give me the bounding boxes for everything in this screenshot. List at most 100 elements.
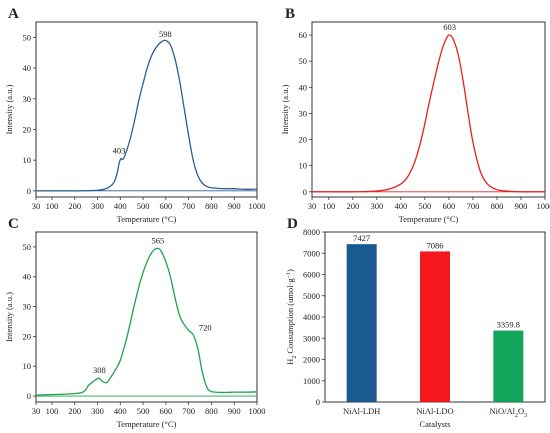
panel-c-data-point <box>153 250 154 251</box>
panel-c-y-axis-title: Intensity (a.u.) <box>4 292 14 342</box>
panel-d-category-label: NiAl-LDH <box>343 406 380 416</box>
panel-b-x-axis-title: Temperature (°C) <box>399 214 459 224</box>
panel-d-y-tick-label: 2000 <box>303 355 320 365</box>
panel-b-data-point <box>311 191 312 192</box>
panel-c-data-point <box>35 395 36 396</box>
panel-c-x-tick-label: 800 <box>205 406 218 416</box>
panel-c-peak-label: 565 <box>152 235 165 245</box>
panel-c-series-line <box>35 247 258 396</box>
panel-c-y-tick-label: 0 <box>27 391 31 401</box>
panel-d-y-tick-label: 5000 <box>303 291 320 301</box>
panel-d-y-tick-label: 0 <box>316 397 320 407</box>
panel-c-x-tick-label: 200 <box>68 406 81 416</box>
panel-a-x-tick-label: 700 <box>182 201 195 211</box>
panel-b-y-tick-label: 30 <box>299 108 308 118</box>
panel-b-x-tick-label: 700 <box>467 201 480 211</box>
panel-d-bar <box>346 244 377 402</box>
panel-a-x-tick-label: 500 <box>137 201 150 211</box>
panel-c-x-tick-label: 500 <box>137 406 150 416</box>
panel-d-y-tick-label: 8000 <box>303 227 320 237</box>
panel-c-letter: C <box>8 216 19 232</box>
panel-a-data-point <box>188 135 189 136</box>
panel-c-data-point <box>161 251 162 252</box>
panel-a-data-point <box>179 80 180 81</box>
panel-a-data-point <box>174 58 175 59</box>
panel-b-data-point <box>449 34 450 35</box>
panel-a-data-point <box>122 159 123 160</box>
panel-c-data-point <box>179 315 180 316</box>
panel-a-peak-label: 403 <box>113 146 126 156</box>
panel-d-category-label: NiO/Al2O3 <box>490 406 528 419</box>
panel-d-bar-value-label: 7427 <box>353 233 370 243</box>
panel-b-data-point <box>520 191 521 192</box>
panel-c-y-tick-label: 40 <box>23 272 32 282</box>
panel-a-data-point <box>119 163 120 164</box>
panel-c-data-point <box>245 392 246 393</box>
panel-c-data-point <box>165 261 166 262</box>
panel-b-x-tick-label: 1000 <box>537 201 550 211</box>
panel-d-bar <box>493 330 524 402</box>
panel-c-data-point <box>222 392 223 393</box>
panel-b-data-point <box>422 134 423 135</box>
panel-b-x-tick-label: 30 <box>308 201 317 211</box>
panel-a-y-tick-label: 20 <box>23 124 32 134</box>
panel-b-data-point <box>328 191 329 192</box>
panel-c-x-tick-label: 1000 <box>249 406 266 416</box>
panel-c-data-point <box>51 394 52 395</box>
panel-a-x-tick-label: 300 <box>91 201 104 211</box>
panel-b-y-tick-label: 20 <box>299 135 308 145</box>
panel-a-data-point <box>120 158 121 159</box>
panel-b-data-point <box>496 189 497 190</box>
panel-d-bar-value-label: 3359.8 <box>497 320 520 330</box>
panel-c-peak-label: 720 <box>199 322 212 332</box>
panel-a-data-point <box>74 190 75 191</box>
panel-c-data-point <box>256 391 257 392</box>
panel-b-data-point <box>400 183 401 184</box>
panel-a-data-point <box>202 183 203 184</box>
panel-b-y-tick-label: 0 <box>303 187 307 197</box>
panel-a-x-tick-label: 200 <box>68 201 81 211</box>
panel-d-y-tick-label: 7000 <box>303 248 320 258</box>
panel-b-x-tick-label: 100 <box>322 201 335 211</box>
panel-d-x-axis-title: Catalysts <box>419 419 450 429</box>
panel-b-data-point <box>458 55 459 56</box>
panel-a-data-point <box>183 107 184 108</box>
panel-b-data-point <box>453 40 454 41</box>
panel-c-y-tick-label: 50 <box>23 242 32 252</box>
panel-b-letter: B <box>285 6 295 22</box>
panel-a-data-point <box>35 190 36 191</box>
panel-c-data-point <box>211 391 212 392</box>
panel-a-frame <box>35 21 258 198</box>
panel-c-data-point <box>92 381 93 382</box>
panel-a-data-point <box>165 40 166 41</box>
panel-b: B 30 100 200 300 400 500 600 700 800 900 1000 0 10 20… <box>280 6 550 224</box>
panel-d-y-tick-label: 6000 <box>303 270 320 280</box>
panel-d-y-tick-label: 4000 <box>303 312 320 322</box>
panel-a: A 30 100 200 300 400 500 600 700 800 900 1000 0 10 20… <box>4 6 266 224</box>
panel-b-y-tick-label: 40 <box>299 82 308 92</box>
panel-d-category-label: NiAl-LDO <box>416 406 453 416</box>
panel-c-frame <box>35 231 258 403</box>
panel-c-data-point <box>140 279 141 280</box>
panel-c-data-point <box>206 386 207 387</box>
panel-c-data-point <box>88 385 89 386</box>
panel-a-data-point <box>225 188 226 189</box>
panel-a-x-tick-label: 30 <box>32 201 41 211</box>
panel-c-data-point <box>120 360 121 361</box>
panel-c-x-tick-label: 900 <box>228 406 241 416</box>
panel-c-data-point <box>183 324 184 325</box>
panel-c-peak-label: 308 <box>93 365 106 375</box>
panel-a-data-point <box>218 188 219 189</box>
panel-c: C 30 100 200 300 400 500 600 700 800 900 1000 0 10 20… <box>4 216 266 429</box>
panel-c-x-tick-label: 300 <box>91 406 104 416</box>
panel-c-data-point <box>188 330 189 331</box>
panel-b-data-point <box>415 160 416 161</box>
panel-b-data-point <box>407 176 408 177</box>
panel-a-data-point <box>51 190 52 191</box>
panel-a-data-point <box>193 160 194 161</box>
panel-b-series-line <box>312 34 545 193</box>
panel-d: D 0 1000 2000 3000 4000 5000 6000 7000 8000 7427 N… <box>285 216 546 429</box>
panel-c-y-tick-label: 30 <box>23 302 32 312</box>
panel-c-data-point <box>193 334 194 335</box>
panel-c-x-tick-label: 700 <box>182 406 195 416</box>
